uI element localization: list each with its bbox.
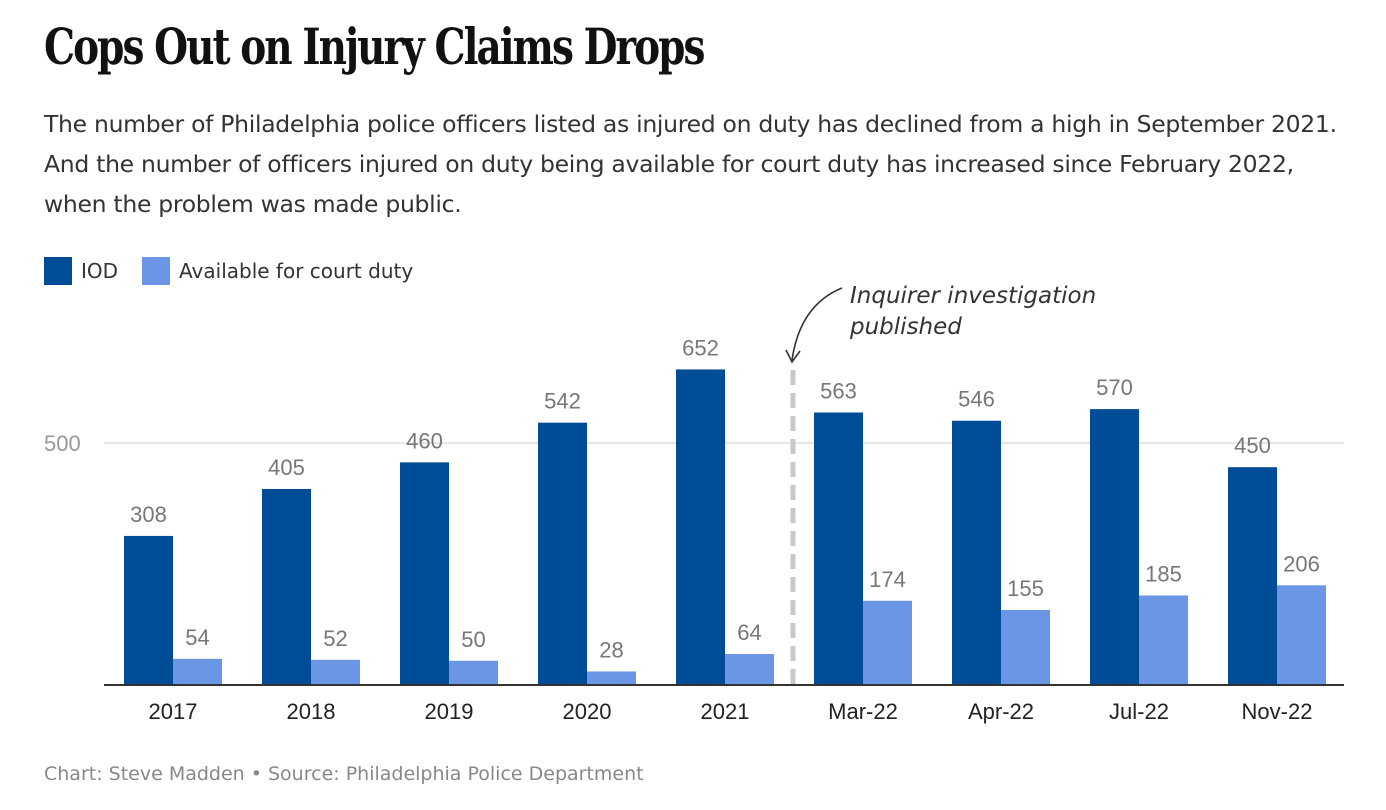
x-axis: 2017 2018 2019 2020 2021 Mar-22 Apr-22 Jul-22 No… (104, 684, 1344, 724)
bar-iod (676, 369, 725, 685)
data-label: 174 (869, 567, 906, 592)
x-tick-label: Apr-22 (968, 699, 1034, 724)
annotation-text-line-2: published (849, 314, 962, 340)
x-tick-label: Nov-22 (1242, 699, 1313, 724)
data-label: 542 (544, 389, 581, 414)
x-tick-label: 2018 (287, 699, 336, 724)
data-label: 54 (185, 625, 209, 650)
data-label: 28 (599, 637, 623, 662)
bar-iod (814, 412, 863, 685)
data-label: 460 (406, 428, 443, 453)
bar-available (863, 600, 912, 685)
data-label: 52 (323, 626, 347, 651)
x-tick-label: 2019 (425, 699, 474, 724)
annotation-arrowhead-icon (785, 349, 801, 364)
data-label: 450 (1234, 433, 1271, 458)
data-label: 50 (461, 627, 485, 652)
bar-available (173, 658, 222, 685)
bar-available (1277, 585, 1326, 685)
legend-item-available: Available for court duty (142, 257, 413, 285)
legend-item-iod: IOD (44, 257, 118, 285)
bar-iod (262, 488, 311, 685)
bar-iod (952, 420, 1001, 685)
bar-iod (1228, 467, 1277, 685)
x-tick-label: 2021 (701, 699, 750, 724)
data-label: 570 (1096, 375, 1133, 400)
data-label: 155 (1007, 576, 1044, 601)
x-tick-label: Mar-22 (828, 699, 898, 724)
bars (124, 369, 1326, 685)
legend-swatch-available (142, 257, 171, 285)
x-tick-label: Jul-22 (1109, 699, 1169, 724)
legend-swatch-iod (44, 257, 72, 285)
chart-credit: Chart: Steve Madden • Source: Philadelph… (44, 763, 644, 785)
annotation-text-line-1: Inquirer investigation (850, 283, 1096, 309)
data-label: 652 (682, 335, 719, 360)
data-label: 405 (268, 455, 305, 480)
y-tick-label: 500 (44, 431, 81, 456)
x-tick-label: 2020 (563, 699, 612, 724)
bar-iod (538, 422, 587, 685)
data-label: 563 (820, 379, 857, 404)
legend-label-available: Available for court duty (179, 259, 414, 283)
bar-available (587, 671, 636, 685)
bar-iod (1090, 409, 1139, 685)
data-label: 308 (130, 502, 167, 527)
chart-title: Cops Out on Injury Claims Drops (44, 17, 705, 76)
x-tick-label: 2017 (149, 699, 198, 724)
data-labels: 308 54 405 52 460 50 542 28 652 64 563 174 546 155 570… (130, 335, 1320, 662)
data-label: 64 (737, 620, 761, 645)
bar-iod (400, 462, 449, 685)
legend: IOD Available for court duty (44, 257, 437, 285)
bar-available (449, 660, 498, 685)
bar-available (1139, 595, 1188, 685)
bar-available (725, 654, 774, 685)
annotation: Inquirer investigation published (785, 283, 1096, 685)
legend-label-iod: IOD (81, 259, 119, 283)
data-label: 206 (1283, 551, 1320, 576)
chart-subtitle: The number of Philadelphia police office… (44, 110, 1337, 218)
bar-available (1001, 609, 1050, 685)
data-label: 185 (1145, 561, 1182, 586)
data-label: 546 (958, 387, 995, 412)
bar-available (311, 659, 360, 685)
annotation-arrow-icon (791, 287, 843, 361)
bar-iod (124, 535, 173, 685)
